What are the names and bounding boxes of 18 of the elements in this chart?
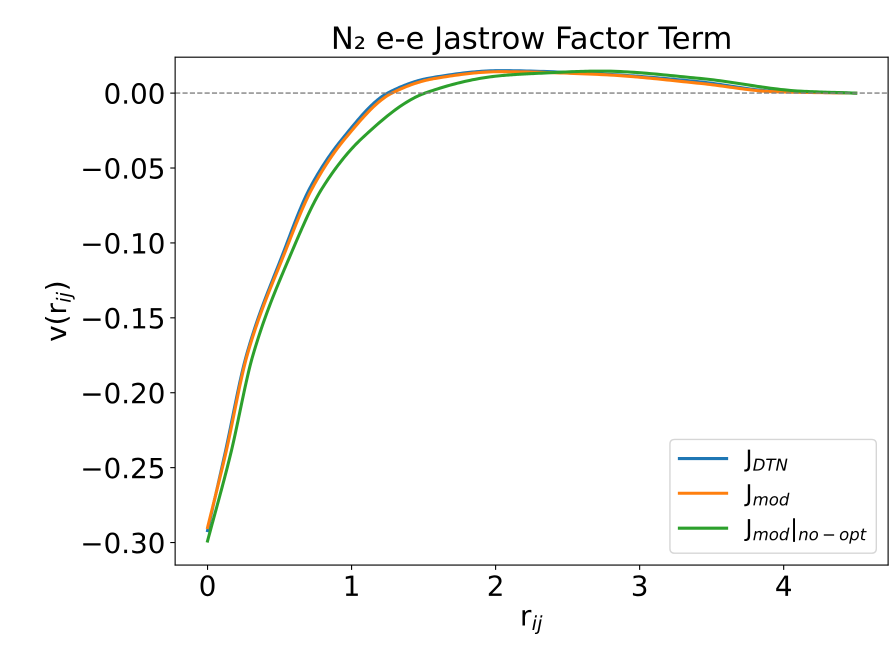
x-tick-label: 1 [346,576,358,596]
y-tick-label: 0.00 [105,83,164,104]
y-axis-title: v(r$_{ij}$) [45,282,75,341]
chart-title: N₂ e-e Jastrow Factor Term [334,26,730,55]
x-tick-label: 2 [488,575,502,596]
legend-label: J$_{mod}$|$_{no−opt}$ [744,518,867,544]
y-tick-label: −0.15 [83,308,163,329]
y-tick-label: −0.30 [83,532,164,554]
y-tick-label: −0.20 [83,382,164,404]
x-axis-title: r$_{ij}$ [522,610,542,634]
x-tick-label: 0 [200,575,215,596]
x-tick-label: 3 [632,575,646,596]
legend-label: J$_{mod}$ [744,484,790,506]
y-tick-label: −0.10 [83,232,164,254]
y-tick-label: −0.05 [83,158,163,179]
legend-label: J$_{DTN}$ [744,450,788,472]
y-tick-label: −0.25 [83,458,163,479]
x-tick-label: 4 [776,576,791,596]
